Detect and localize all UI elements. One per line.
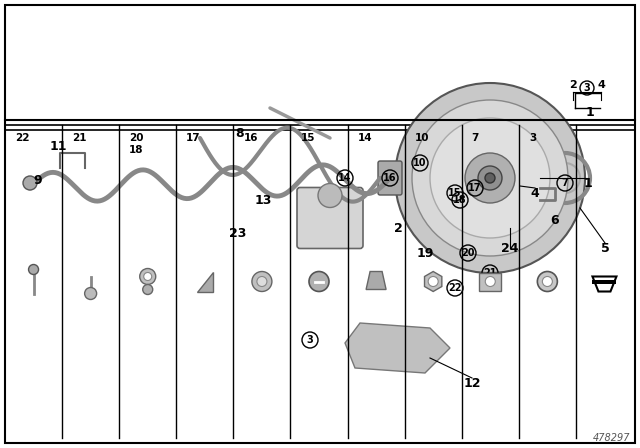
Text: 23: 23 [229, 227, 246, 240]
FancyBboxPatch shape [378, 161, 402, 195]
Circle shape [430, 118, 550, 238]
Text: 17: 17 [186, 133, 201, 143]
Text: 2: 2 [569, 80, 577, 90]
Text: 1: 1 [584, 177, 593, 190]
Circle shape [144, 272, 152, 280]
Text: 11: 11 [49, 139, 67, 152]
Circle shape [318, 184, 342, 207]
Circle shape [309, 271, 329, 292]
Text: 20: 20 [461, 248, 475, 258]
Text: 478297: 478297 [593, 433, 630, 443]
Polygon shape [366, 271, 386, 289]
Text: 12: 12 [463, 376, 481, 389]
FancyBboxPatch shape [5, 125, 635, 443]
Text: 3: 3 [529, 133, 536, 143]
Text: 3: 3 [584, 83, 590, 93]
Text: 8: 8 [236, 126, 244, 139]
Circle shape [485, 173, 495, 183]
Text: 21: 21 [483, 268, 497, 278]
Circle shape [252, 271, 272, 292]
FancyBboxPatch shape [297, 188, 363, 249]
Circle shape [84, 288, 97, 300]
Text: 6: 6 [550, 214, 559, 227]
Text: 10: 10 [415, 133, 429, 143]
Text: 15: 15 [448, 188, 461, 198]
Text: 7: 7 [562, 178, 568, 188]
Text: 22: 22 [15, 133, 29, 143]
Circle shape [542, 276, 552, 287]
Text: 24: 24 [501, 241, 519, 254]
Circle shape [478, 166, 502, 190]
Text: 4: 4 [531, 186, 540, 199]
Text: 22: 22 [448, 283, 461, 293]
Text: 13: 13 [254, 194, 272, 207]
Circle shape [23, 176, 37, 190]
Circle shape [465, 153, 515, 203]
Text: 4: 4 [597, 80, 605, 90]
Text: 17: 17 [468, 183, 482, 193]
Circle shape [257, 276, 267, 287]
Circle shape [412, 100, 568, 256]
Text: 20
18: 20 18 [129, 133, 144, 155]
FancyBboxPatch shape [479, 272, 501, 290]
Circle shape [395, 83, 585, 273]
Bar [593, 280, 616, 284]
Text: 19: 19 [416, 246, 434, 259]
Circle shape [485, 276, 495, 287]
Text: 14: 14 [339, 173, 352, 183]
Text: 7: 7 [472, 133, 479, 143]
Text: 14: 14 [358, 133, 372, 143]
Text: 18: 18 [453, 195, 467, 205]
Circle shape [428, 276, 438, 287]
Circle shape [29, 264, 38, 275]
Text: 1: 1 [586, 106, 595, 119]
Circle shape [140, 268, 156, 284]
Polygon shape [345, 323, 450, 373]
Polygon shape [593, 276, 616, 292]
Text: 9: 9 [34, 173, 42, 186]
Text: 21: 21 [72, 133, 86, 143]
Text: 16: 16 [243, 133, 258, 143]
Text: 2: 2 [394, 221, 403, 234]
Circle shape [143, 284, 153, 294]
Circle shape [538, 271, 557, 292]
Polygon shape [197, 271, 213, 292]
Bar [5, 130, 635, 443]
Text: 16: 16 [383, 173, 397, 183]
Text: 10: 10 [413, 158, 427, 168]
Text: 15: 15 [300, 133, 315, 143]
Text: 5: 5 [600, 241, 609, 254]
Text: 3: 3 [307, 335, 314, 345]
